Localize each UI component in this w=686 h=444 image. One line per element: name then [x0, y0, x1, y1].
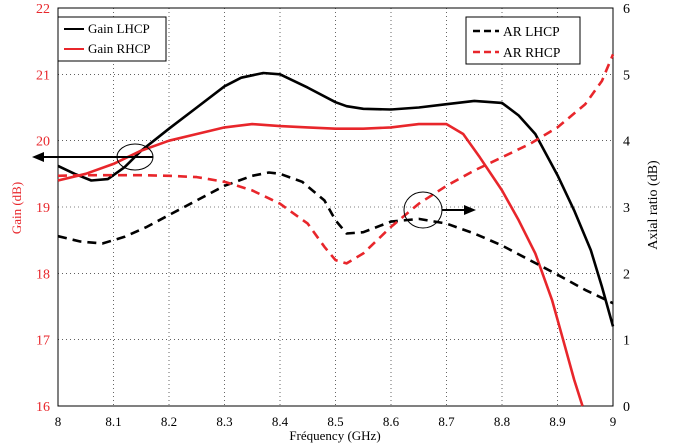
y-right-tick-labels: 0 1 2 3 4 5 6 [623, 2, 630, 415]
y-right-tick-label: 1 [623, 334, 630, 349]
legend-ar-box [465, 16, 581, 65]
y-right-tick-label: 3 [623, 201, 630, 216]
annotation-left [32, 143, 154, 171]
series-line-gain-rhcp [57, 122, 584, 407]
y-left-tick-label: 16 [36, 400, 50, 415]
y-left-tick-label: 20 [36, 135, 50, 150]
legend-label-ar-rhcp: AR RHCP [503, 45, 560, 60]
x-axis-label: Fréquency (GHz) [289, 428, 380, 443]
grid [58, 8, 613, 406]
y-right-tick-label: 5 [623, 68, 630, 83]
y-left-tick-label: 22 [36, 2, 50, 17]
plot-frame [57, 7, 614, 407]
y-right-axis-label: Axial ratio (dB) [646, 160, 661, 250]
legend-gain-box [57, 16, 167, 62]
x-tick-label: 8.1 [105, 414, 121, 429]
series-line-ar-rhcp [57, 53, 615, 265]
y-left-tick-label: 21 [36, 68, 50, 83]
y-right-tick-label: 0 [623, 400, 630, 415]
x-tick-label: 8.6 [383, 414, 400, 429]
arrowhead-left-icon [32, 152, 44, 162]
x-tick-label: 8.2 [161, 414, 177, 429]
legend-ar: AR LHCP AR RHCP [465, 16, 581, 65]
y-left-tick-labels: 16 17 18 19 20 21 22 [36, 2, 50, 415]
y-left-tick-label: 17 [36, 334, 50, 349]
annotation-ellipse-right [403, 191, 443, 229]
x-tick-label: 8.3 [216, 414, 232, 429]
series-line-ar-lhcp [57, 171, 614, 305]
y-left-tick-label: 18 [36, 267, 50, 282]
y-left-tick-label: 19 [36, 201, 50, 216]
annotation-right [403, 191, 476, 229]
series-line-gain-lhcp [57, 71, 615, 327]
legend-gain: Gain LHCP Gain RHCP [57, 16, 167, 62]
x-tick-label: 8 [55, 414, 62, 429]
x-tick-label: 8.7 [438, 414, 455, 429]
x-tick-label: 8.4 [272, 414, 289, 429]
y-left-axis-label: Gain (dB) [9, 182, 24, 234]
y-right-tick-label: 2 [623, 267, 630, 282]
x-tick-label: 8.8 [494, 414, 510, 429]
legend-label-gain-lhcp: Gain LHCP [88, 21, 150, 36]
legend-label-ar-lhcp: AR LHCP [503, 24, 560, 39]
legend-label-gain-rhcp: Gain RHCP [88, 41, 150, 56]
y-right-tick-label: 6 [623, 2, 630, 17]
x-tick-label: 8.9 [549, 414, 565, 429]
x-tick-label: 8.5 [327, 414, 343, 429]
x-tick-labels: 8 8.1 8.2 8.3 8.4 8.5 8.6 8.7 8.8 8.9 9 [55, 414, 617, 429]
x-tick-label: 9 [610, 414, 617, 429]
series-group [57, 53, 615, 407]
y-right-tick-label: 4 [623, 135, 630, 150]
arrowhead-right-icon [464, 205, 476, 215]
